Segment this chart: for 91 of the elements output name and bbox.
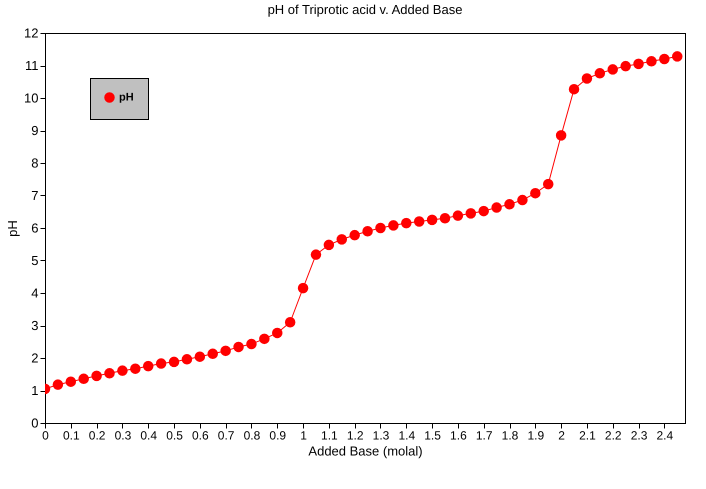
point xyxy=(208,348,218,360)
point xyxy=(298,282,308,294)
y-tick-label: 9 xyxy=(31,123,38,138)
y-tick-label: 7 xyxy=(31,188,38,203)
point xyxy=(568,84,580,94)
x-tick-label: 1.2 xyxy=(346,428,364,442)
point xyxy=(91,370,102,382)
x-tick-label: 0.5 xyxy=(166,428,184,442)
point xyxy=(362,226,373,236)
x-tick-label: 1.1 xyxy=(321,428,338,442)
x-tick-label: 2 xyxy=(558,428,566,442)
y-tick-label: 6 xyxy=(31,220,38,236)
point xyxy=(78,374,89,384)
point xyxy=(310,249,322,260)
point xyxy=(401,218,412,228)
point xyxy=(633,58,644,70)
point xyxy=(504,199,515,210)
x-tick-label: 2.4 xyxy=(656,428,674,442)
x-tick-label: 0.4 xyxy=(140,428,158,442)
point xyxy=(259,334,270,344)
x-tick-label: 0.7 xyxy=(218,428,235,442)
y-tick-label: 12 xyxy=(24,26,38,40)
y-tick-label: 10 xyxy=(24,90,38,106)
x-tick-label: 0.8 xyxy=(244,428,261,442)
point xyxy=(66,376,76,387)
point xyxy=(220,346,231,356)
point xyxy=(272,328,282,338)
point xyxy=(52,379,64,390)
point xyxy=(530,188,541,198)
point xyxy=(130,363,141,374)
x-tick-label: 1 xyxy=(300,428,308,442)
x-tick-label: 0.2 xyxy=(88,428,106,442)
point xyxy=(491,202,502,213)
point xyxy=(582,73,592,84)
x-tick-label: 2.3 xyxy=(630,428,648,442)
point xyxy=(414,216,424,227)
point xyxy=(608,64,618,75)
point xyxy=(620,60,631,72)
point xyxy=(194,351,206,362)
chart-title: pH of Triprotic acid v. Added Base xyxy=(268,2,462,17)
point xyxy=(542,178,554,190)
legend-label: pH xyxy=(119,92,134,104)
point xyxy=(426,214,438,226)
y-tick-label: 8 xyxy=(31,156,38,170)
x-tick-label: 0.9 xyxy=(269,428,286,442)
y-tick-label: 4 xyxy=(31,286,38,300)
point xyxy=(375,222,386,234)
point xyxy=(646,56,657,67)
x-tick-label: 1.3 xyxy=(372,428,390,442)
point xyxy=(659,54,670,64)
y-tick-label: 1 xyxy=(31,383,38,398)
point xyxy=(336,234,348,245)
x-tick-label: 0 xyxy=(42,428,50,442)
point xyxy=(156,358,166,369)
point xyxy=(440,213,450,224)
point xyxy=(594,68,606,79)
point xyxy=(168,356,180,368)
x-tick-label: 1.7 xyxy=(476,428,493,442)
x-tick-label: 1.6 xyxy=(450,428,468,442)
point xyxy=(104,368,115,379)
x-tick-label: 0.6 xyxy=(192,428,210,442)
x-tick-label: 2.1 xyxy=(579,428,596,442)
y-tick-label: 2 xyxy=(31,350,38,366)
y-tick-label: 5 xyxy=(31,253,38,268)
point xyxy=(452,210,464,221)
point xyxy=(672,51,682,62)
x-tick-label: 0.1 xyxy=(62,428,80,442)
point xyxy=(324,240,334,250)
point xyxy=(517,194,528,206)
point xyxy=(349,230,360,240)
point xyxy=(233,342,244,352)
point xyxy=(556,130,566,141)
point xyxy=(388,220,399,231)
point xyxy=(478,206,489,216)
y-axis-title: pH xyxy=(5,220,20,237)
point xyxy=(117,365,128,376)
y-tick-label: 0 xyxy=(31,416,38,430)
x-tick-label: 1.4 xyxy=(398,428,416,442)
point xyxy=(142,360,154,372)
point xyxy=(246,338,257,350)
point xyxy=(466,208,476,219)
x-tick-label: 1.8 xyxy=(502,428,519,442)
x-tick-label: 0.3 xyxy=(114,428,132,442)
x-tick-label: 1.9 xyxy=(527,428,544,442)
x-axis-title: Added Base (molal) xyxy=(308,444,423,458)
y-tick-label: 11 xyxy=(25,58,38,73)
point xyxy=(182,354,192,365)
x-tick-label: 1.5 xyxy=(424,428,442,442)
x-tick-label: 2.2 xyxy=(604,428,622,442)
point xyxy=(284,317,296,328)
y-tick-label: 3 xyxy=(31,318,38,333)
